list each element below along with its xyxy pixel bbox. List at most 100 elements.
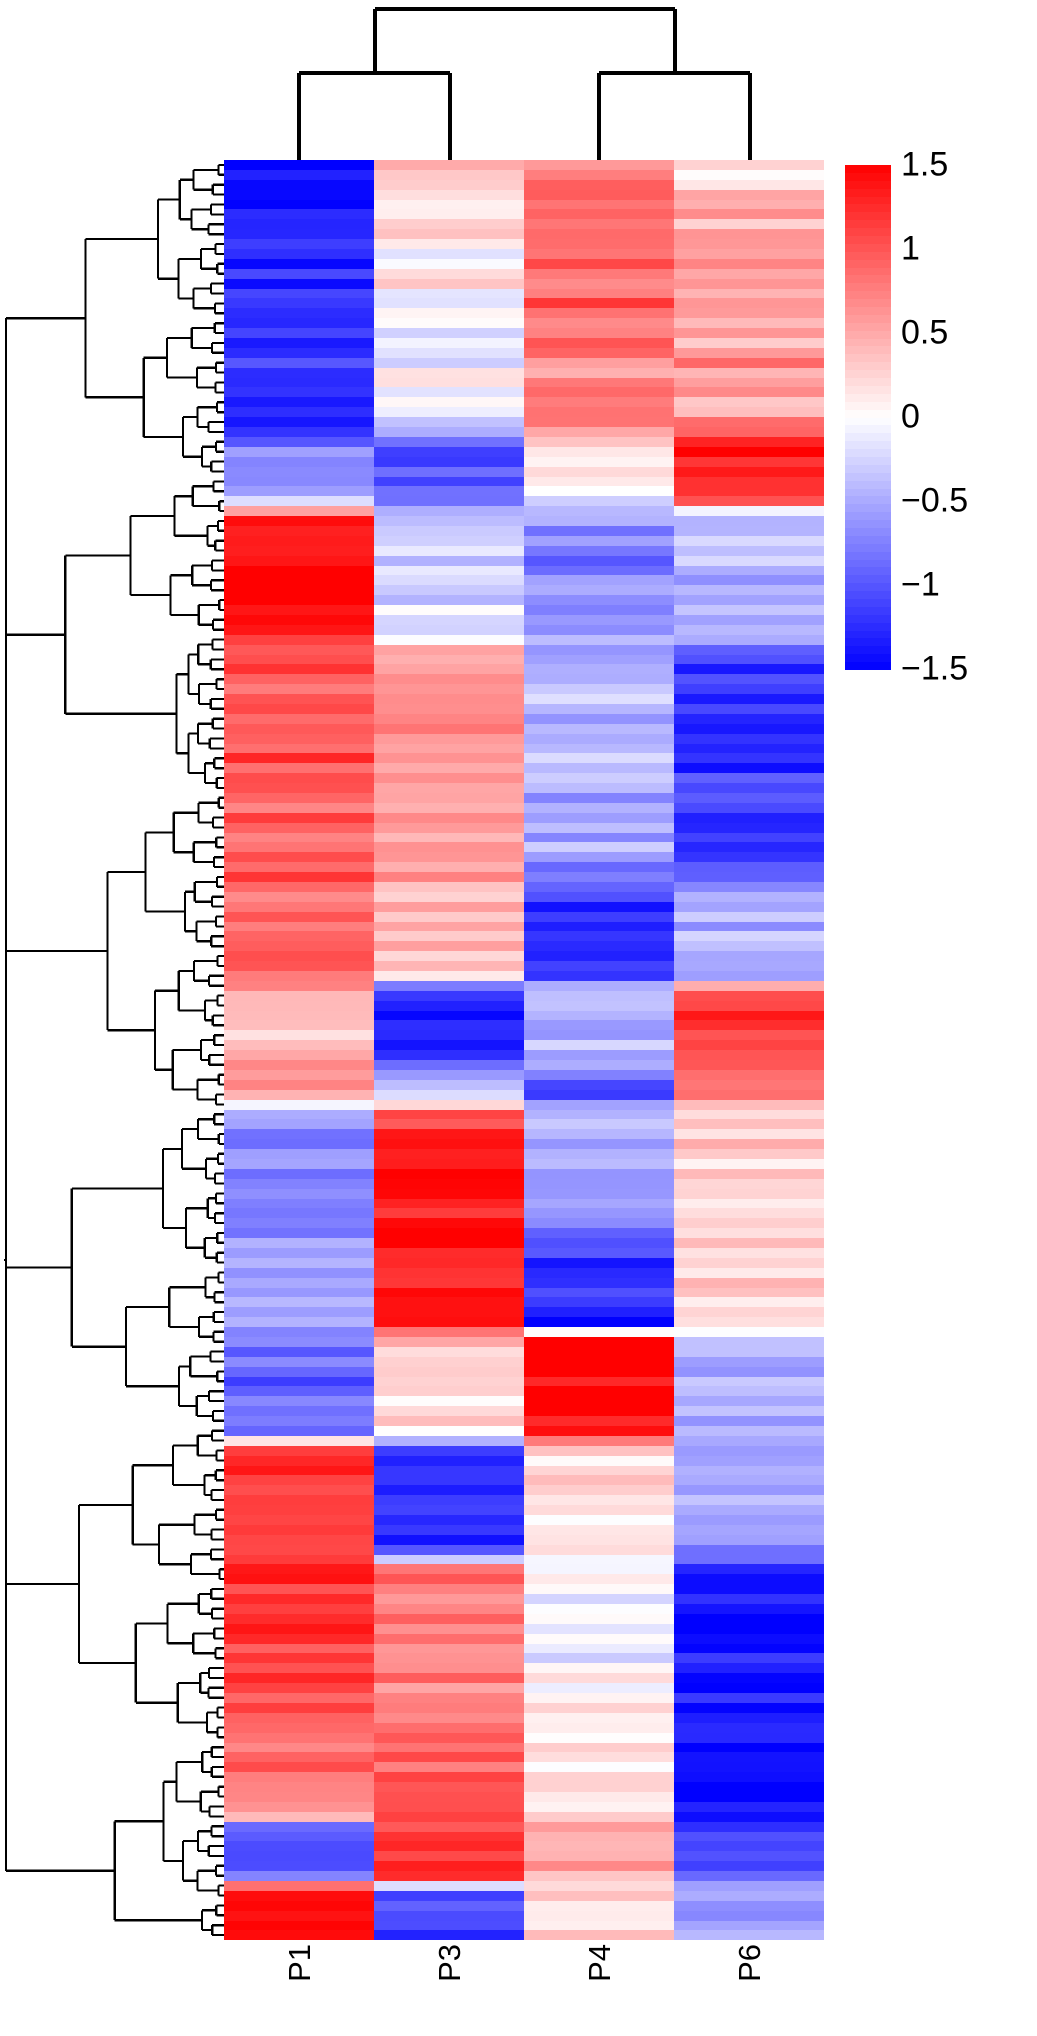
heatmap-cell — [224, 239, 374, 250]
heatmap-cell — [674, 812, 824, 823]
heatmap-cell — [224, 545, 374, 556]
heatmap-cell — [224, 1762, 374, 1773]
heatmap-cell — [224, 951, 374, 962]
heatmap-cell — [674, 1742, 824, 1753]
heatmap-cell — [524, 367, 674, 378]
heatmap-cell — [674, 1861, 824, 1872]
heatmap-cell — [524, 1851, 674, 1862]
heatmap-cell — [224, 377, 374, 388]
legend-slice — [845, 267, 891, 276]
heatmap-cell — [224, 555, 374, 566]
legend-slice — [845, 401, 891, 410]
heatmap-cell — [524, 1416, 674, 1426]
heatmap-cell — [674, 446, 824, 457]
heatmap-cell — [524, 753, 674, 764]
heatmap-cell — [674, 516, 824, 526]
heatmap-cell — [374, 1772, 524, 1783]
heatmap-cell — [674, 1445, 824, 1456]
heatmap-cell — [374, 1218, 524, 1229]
heatmap-cell — [224, 872, 374, 883]
heatmap-cell — [374, 397, 524, 408]
heatmap-cell — [374, 1613, 524, 1624]
heatmap-cell — [374, 852, 524, 863]
heatmap-cell — [674, 506, 824, 517]
heatmap-cell — [224, 654, 374, 665]
heatmap-cell — [374, 417, 524, 428]
heatmap-cell — [674, 377, 824, 388]
heatmap-cell — [524, 1722, 674, 1733]
heatmap-cell — [524, 703, 674, 714]
legend-tick-1.5: 1.5 — [901, 145, 949, 184]
heatmap-cell — [674, 911, 824, 922]
heatmap-cell — [224, 1307, 374, 1318]
legend-slice — [845, 283, 891, 292]
heatmap-cell — [524, 1544, 674, 1555]
heatmap-cell — [374, 1742, 524, 1753]
heatmap-cell — [224, 1168, 374, 1179]
legend-slice — [845, 251, 891, 260]
heatmap-cell — [224, 1079, 374, 1090]
heatmap-cell — [374, 1168, 524, 1179]
heatmap-cell — [374, 1475, 524, 1486]
legend-slice — [845, 441, 891, 450]
heatmap-cell — [524, 1762, 674, 1773]
heatmap-cell — [374, 160, 524, 170]
heatmap-cell — [374, 338, 524, 348]
heatmap-cell — [374, 793, 524, 803]
heatmap-cell — [374, 951, 524, 962]
heatmap-cell — [374, 1336, 524, 1347]
heatmap-cell — [224, 1089, 374, 1100]
heatmap-cell — [224, 1920, 374, 1931]
heatmap-cell — [374, 634, 524, 645]
legend-slice — [845, 220, 891, 229]
heatmap-cell — [224, 535, 374, 546]
heatmap-cell — [224, 1880, 374, 1891]
heatmap-cell — [524, 664, 674, 675]
heatmap-cell — [674, 278, 824, 289]
heatmap-cell — [674, 1762, 824, 1773]
heatmap-cell — [224, 1841, 374, 1852]
heatmap-cell — [674, 1238, 824, 1248]
heatmap-cell — [374, 387, 524, 398]
heatmap-cell — [524, 1604, 674, 1614]
heatmap-cell — [674, 1643, 824, 1654]
heatmap-cell — [524, 456, 674, 467]
heatmap-cell — [524, 595, 674, 606]
heatmap-cell — [674, 1158, 824, 1169]
heatmap-cell — [374, 891, 524, 902]
heatmap-cell — [374, 1534, 524, 1545]
legend-slice — [845, 338, 891, 347]
heatmap-cell — [374, 1257, 524, 1268]
heatmap-cell — [524, 338, 674, 348]
heatmap-cell — [224, 1060, 374, 1070]
heatmap-cell — [224, 160, 374, 170]
heatmap-cell — [524, 1277, 674, 1288]
heatmap-cell — [374, 1119, 524, 1130]
heatmap-cell — [674, 1287, 824, 1298]
heatmap-cell — [674, 347, 824, 358]
heatmap-cell — [674, 605, 824, 615]
legend-slice — [845, 393, 891, 402]
heatmap-cell — [374, 278, 524, 289]
legend-slice — [845, 662, 891, 670]
heatmap-cell — [674, 1772, 824, 1783]
heatmap-cell — [674, 387, 824, 398]
heatmap-cell — [374, 585, 524, 596]
heatmap-cell — [524, 1524, 674, 1535]
heatmap-cell — [374, 169, 524, 180]
heatmap-cell — [374, 1366, 524, 1377]
heatmap-cell — [224, 1663, 374, 1674]
heatmap-cell — [524, 1149, 674, 1159]
heatmap-cell — [674, 239, 824, 250]
heatmap-cell — [524, 565, 674, 576]
heatmap-cell — [524, 674, 674, 685]
legend-slice — [845, 417, 891, 426]
heatmap-cell — [374, 1089, 524, 1100]
heatmap-cell — [524, 328, 674, 339]
heatmap-cell — [524, 891, 674, 902]
heatmap-cell — [224, 1030, 374, 1041]
heatmap-cell — [524, 1386, 674, 1397]
heatmap-cell — [224, 1317, 374, 1328]
heatmap-cell — [674, 1663, 824, 1674]
heatmap-cell — [374, 595, 524, 606]
